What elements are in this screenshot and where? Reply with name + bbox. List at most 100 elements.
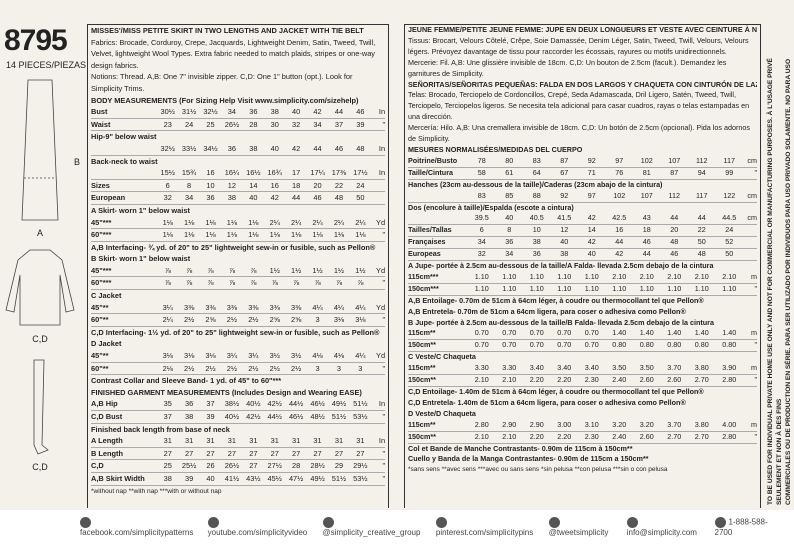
icon: [207, 517, 219, 528]
cell: 16: [206, 168, 215, 178]
measure-row: 60"*** 1⅛ 1⅛ 1⅛ 1⅛ 1⅛ 1⅛ 1⅛ 1⅛ 1⅛ 1⅛ ": [91, 229, 385, 242]
cell: 1½: [333, 265, 345, 275]
cell: 1⅛: [162, 217, 173, 227]
cell: 81: [642, 167, 651, 177]
row-label: [91, 167, 157, 179]
cell: 3.10: [584, 419, 599, 429]
cell: 30: [270, 119, 279, 129]
row-label: 150cm**: [408, 431, 436, 441]
cell: 1⅛: [226, 217, 238, 227]
cell: 35: [163, 399, 172, 409]
row-heading: Dos (encolure à taille)/Espalda (escote …: [408, 202, 574, 212]
cell: 40.5: [529, 213, 544, 223]
cell: 3.30: [502, 363, 517, 373]
unit: In: [378, 436, 386, 446]
cell: 39.5: [474, 213, 489, 223]
cell: 2.10: [474, 431, 489, 441]
cell: 1⅛: [248, 217, 259, 227]
cell: 42: [313, 107, 322, 117]
cell: 1.10: [529, 283, 544, 293]
cell: 83: [477, 190, 486, 200]
cell: 14: [587, 225, 596, 235]
cell: 29: [334, 461, 344, 471]
cell: 3¼: [226, 351, 238, 361]
paragraph: Mercerie: Fil. A,B: Une glissière invisi…: [408, 57, 727, 78]
cell: 31: [184, 436, 194, 446]
unit: ": [382, 473, 386, 483]
cell: 36: [505, 237, 514, 247]
cell: 2½: [183, 363, 195, 373]
cell: 4¼: [355, 302, 366, 312]
cell: 1.40: [722, 328, 737, 338]
row-label: Waist: [91, 119, 111, 129]
cell: 45½: [267, 473, 282, 483]
cell: 78: [477, 155, 486, 165]
section-heading: A Jupe- portée à 2.5cm au-dessous de la …: [408, 261, 714, 271]
cell: 0.70: [474, 328, 489, 338]
measure-row: A,B Hip 35 36 37 38½ 40½ 42½ 44½ 46½ 49½ 51½ In: [91, 398, 385, 411]
measure-row: Europeas 32 34 36 38 40 42 44 46 48 50: [408, 249, 757, 262]
cell: 2¼: [162, 315, 173, 325]
cell: 3⅜: [183, 302, 195, 312]
measure-row: Françaises 34 36 38 40 42 44 46 48 50 52: [408, 237, 757, 250]
cell: 97: [615, 155, 624, 165]
cell: 44: [670, 213, 679, 223]
cell: 27: [163, 448, 172, 458]
cell: 0.70: [557, 328, 572, 338]
row-label: Taille/Cintura: [408, 167, 453, 177]
cell: 34: [313, 119, 322, 129]
cell: 2.80: [474, 419, 489, 429]
row-label: [408, 191, 468, 202]
measure-row: 150cm** 0.70 0.70 0.70 0.70 0.70 0.80 0.80 0.80 0…: [408, 340, 757, 353]
cell: 1½: [291, 265, 302, 275]
cell: 17¼: [310, 168, 325, 178]
cell: 88: [532, 190, 541, 200]
cell: ⅞: [207, 278, 214, 288]
cell: 44: [697, 213, 706, 223]
cell: 42½: [267, 399, 282, 409]
unit: ": [754, 340, 757, 350]
cell: 49½: [310, 473, 325, 483]
view-label: C,D: [32, 334, 48, 344]
cell: 2¼: [312, 217, 323, 227]
cell: 0.70: [474, 340, 489, 350]
link-text: @simplicity_creative_group: [322, 528, 421, 537]
section-heading: C,D Entretela- 1.40m de 51cm a 64cm lige…: [408, 397, 686, 407]
section-heading: A Skirt- worn 1" below waist: [91, 205, 190, 215]
cell: 4¼: [312, 302, 323, 312]
row-label: 60"**: [91, 363, 109, 373]
cell: 61: [505, 167, 514, 177]
cell: 42½: [246, 412, 261, 421]
section-heading: Contrast Collar and Sleeve Band- 1 yd. o…: [91, 376, 282, 386]
cell: 14: [249, 180, 258, 190]
unit: m: [751, 363, 757, 373]
unit: ": [382, 278, 386, 288]
cell: 27: [206, 448, 215, 458]
row-label: 60"***: [91, 230, 112, 240]
paragraph: Notions: Thread. A,B: One 7" invisible z…: [91, 72, 353, 93]
cell: 40: [560, 237, 569, 247]
cell: 1⅛: [248, 230, 259, 240]
cell: 1.10: [557, 271, 572, 281]
row-label: [408, 213, 468, 224]
unit: ": [754, 167, 757, 177]
cell: 92: [560, 190, 569, 200]
link-text: info@simplicity.com: [626, 528, 697, 537]
cell: 3.70: [667, 363, 682, 373]
link-text: youtube.com/simplicityvideo: [207, 528, 308, 537]
cell: 0.70: [584, 328, 599, 338]
cell: 43: [642, 213, 651, 223]
measure-row: Sizes 6 8 10 12 14 16 18 20 22 24: [91, 180, 385, 193]
row-label: Françaises: [408, 237, 446, 247]
cell: 36: [249, 107, 258, 117]
row-label: A,B Skirt Width: [91, 473, 145, 483]
unit: cm: [747, 155, 757, 165]
cell: 48½: [310, 412, 325, 421]
paragraph: Telas: Brocado, Terciopelo de Cordoncill…: [408, 90, 750, 122]
cell: 20: [670, 225, 679, 235]
cell: 2.10: [612, 271, 627, 281]
row-label: 60"**: [91, 315, 109, 325]
cell: 27: [334, 448, 344, 458]
cell: 112: [696, 155, 708, 165]
social-link: @simplicity_creative_group: [322, 517, 426, 537]
